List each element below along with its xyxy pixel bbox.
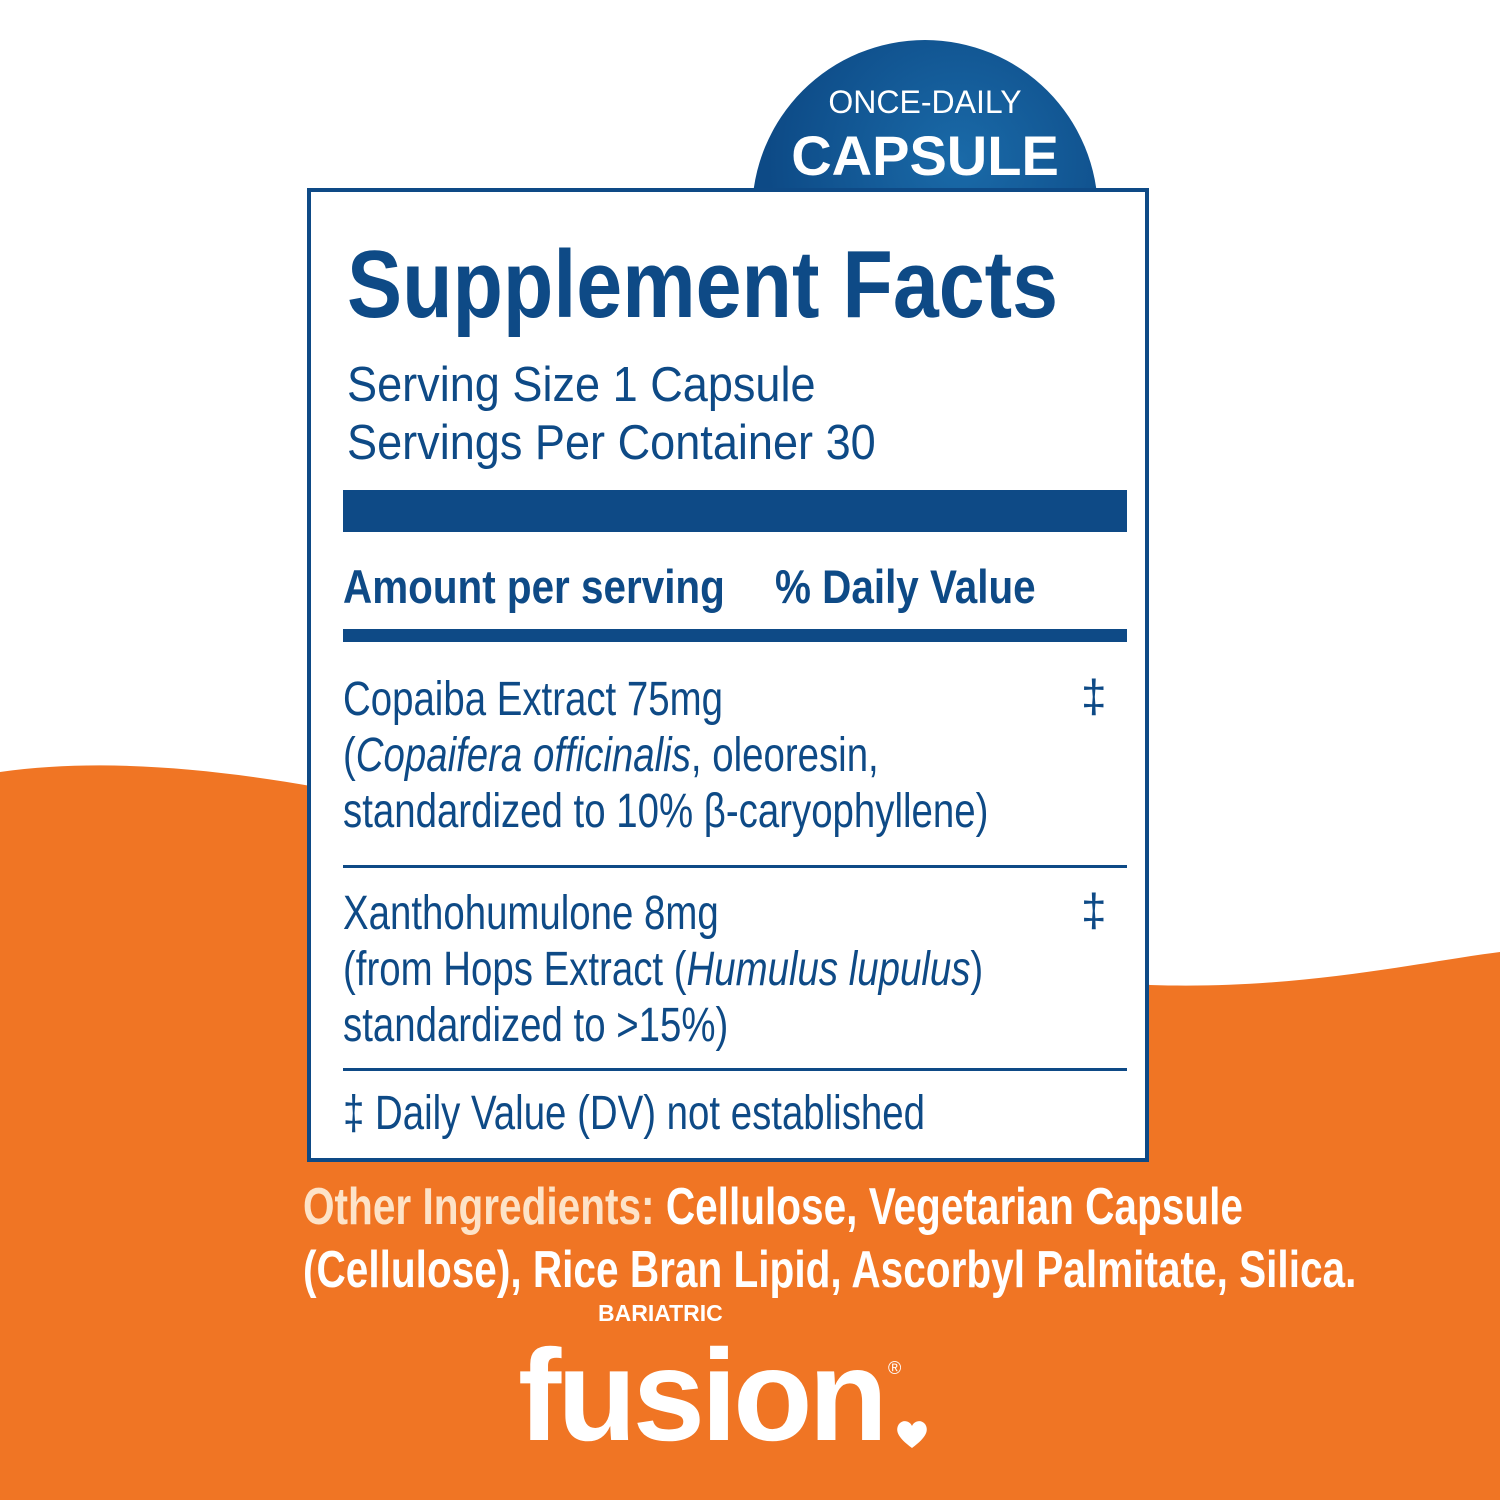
thick-divider xyxy=(343,490,1127,532)
logo-small-text: BARIATRIC xyxy=(598,1300,723,1326)
footnote: ‡ Daily Value (DV) not established xyxy=(343,1087,925,1140)
serving-size: Serving Size 1 Capsule xyxy=(347,358,816,412)
facts-title: Supplement Facts xyxy=(347,231,1059,338)
ingredient-name: Xanthohumulone 8mg xyxy=(343,887,719,940)
supplement-facts-panel: Supplement Facts Serving Size 1 Capsule … xyxy=(307,188,1149,1162)
bariatric-fusion-logo: BARIATRIC fusion ® xyxy=(518,1300,998,1470)
medium-divider xyxy=(343,629,1127,642)
logo-main-text: fusion xyxy=(518,1322,888,1468)
header-daily-value: % Daily Value xyxy=(775,560,1036,613)
heart-icon xyxy=(897,1421,927,1448)
ingredient-row: Xanthohumulone 8mg (from Hops Extract (H… xyxy=(343,886,983,1054)
header-amount: Amount per serving xyxy=(343,560,725,613)
ingredient-source: (Copaifera officinalis, oleoresin, xyxy=(343,729,879,782)
row-divider xyxy=(343,1068,1127,1071)
ingredient-standardization: standardized to >15%) xyxy=(343,999,729,1052)
row-divider xyxy=(343,865,1127,868)
dagger-symbol: ‡ xyxy=(1081,884,1107,936)
servings-per-container: Servings Per Container 30 xyxy=(347,416,876,470)
ingredient-row: Copaiba Extract 75mg (Copaifera officina… xyxy=(343,672,988,840)
ingredient-name: Copaiba Extract 75mg xyxy=(343,673,723,726)
ingredient-standardization: standardized to 10% β-caryophyllene) xyxy=(343,785,989,838)
dagger-symbol: ‡ xyxy=(1081,670,1107,722)
registered-mark: ® xyxy=(887,1358,902,1378)
badge-line2: CAPSULE xyxy=(791,124,1059,187)
other-ingredients: Other Ingredients: Cellulose, Vegetarian… xyxy=(303,1178,1357,1299)
other-ingredients-label: Other Ingredients: xyxy=(303,1178,655,1236)
badge-line1: ONCE-DAILY xyxy=(828,84,1022,120)
ingredient-source: (from Hops Extract (Humulus lupulus) xyxy=(343,943,984,996)
